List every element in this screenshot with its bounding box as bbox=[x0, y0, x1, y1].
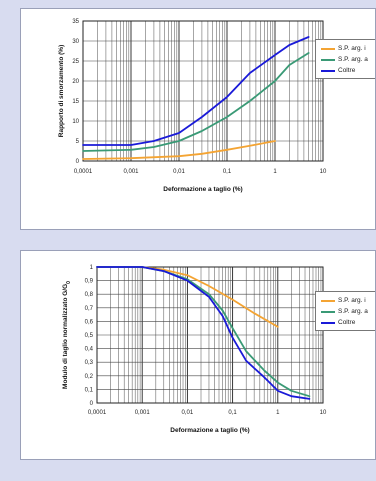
y-tick-label: 0,6 bbox=[85, 319, 94, 325]
x-tick-label: 0,0001 bbox=[88, 410, 107, 416]
x-tick-label: 1 bbox=[273, 169, 277, 175]
legend-swatch bbox=[321, 310, 335, 313]
y-tick-label: 0,9 bbox=[85, 279, 94, 285]
grid bbox=[96, 266, 324, 404]
y-tick-label: 5 bbox=[76, 139, 80, 145]
y-tick-label: 35 bbox=[72, 19, 79, 25]
shear-modulus-chart: 0 0,1 0,2 0,3 0,4 0,5 0,6 0,7 0,8 0,9 1 0,0001 0,001… bbox=[62, 265, 327, 434]
y-axis-title-subscript: 0 bbox=[66, 281, 72, 284]
y-tick-label: 20 bbox=[72, 79, 79, 85]
y-tick-label: 1 bbox=[90, 265, 94, 271]
legend-swatch bbox=[321, 299, 335, 302]
legend-swatch bbox=[321, 58, 335, 61]
damping-ratio-chart: 0 5 10 15 20 25 30 35 0,0001 0,001 0,01 0,1 1 10 Defor… bbox=[58, 19, 327, 193]
y-tick-label: 0,3 bbox=[85, 360, 94, 366]
legend-item: S.P. arg. a bbox=[321, 54, 375, 65]
x-tick-label: 0,001 bbox=[123, 169, 139, 175]
x-tick-label: 0,001 bbox=[135, 410, 151, 416]
y-tick-label: 30 bbox=[72, 39, 79, 45]
legend-label: Coltre bbox=[338, 67, 356, 74]
plot-frame bbox=[82, 20, 324, 162]
shear-modulus-chart-panel: 0 0,1 0,2 0,3 0,4 0,5 0,6 0,7 0,8 0,9 1 0,0001 0,001… bbox=[20, 250, 376, 460]
legend-label: S.P. arg. i bbox=[338, 297, 366, 304]
series-line bbox=[82, 140, 276, 160]
legend-item: S.P. arg. i bbox=[321, 43, 375, 54]
legend-item: Coltre bbox=[321, 317, 375, 328]
series-line bbox=[82, 52, 310, 152]
y-tick-label: 0,1 bbox=[85, 387, 94, 393]
legend-swatch bbox=[321, 321, 335, 324]
chart-legend: S.P. arg. i S.P. arg. a Coltre bbox=[315, 291, 375, 331]
series-line bbox=[96, 266, 311, 400]
y-tick-label: 15 bbox=[72, 99, 79, 105]
y-axis-title: Rapporto di smorzamento (%) bbox=[58, 45, 65, 137]
x-tick-label: 0,1 bbox=[228, 410, 237, 416]
legend-item: Coltre bbox=[321, 65, 375, 76]
y-tick-label: 0,5 bbox=[85, 333, 94, 339]
x-tick-label: 0,01 bbox=[182, 410, 194, 416]
y-tick-label: 0 bbox=[76, 159, 80, 165]
x-tick-label: 0,1 bbox=[223, 169, 232, 175]
y-axis-title: Modulo di taglio normalizzato G/G0 bbox=[62, 281, 72, 389]
legend-swatch bbox=[321, 47, 335, 50]
y-tick-label: 10 bbox=[72, 119, 79, 125]
y-tick-label: 0,8 bbox=[85, 292, 94, 298]
legend-item: S.P. arg. i bbox=[321, 295, 375, 306]
y-tick-label: 25 bbox=[72, 59, 79, 65]
y-tick-label: 0 bbox=[90, 401, 94, 407]
legend-swatch bbox=[321, 69, 335, 72]
chart-legend: S.P. arg. i S.P. arg. a Coltre bbox=[315, 39, 375, 79]
legend-item: S.P. arg. a bbox=[321, 306, 375, 317]
x-tick-label: 10 bbox=[320, 169, 327, 175]
x-tick-label: 1 bbox=[276, 410, 280, 416]
legend-label: S.P. arg. i bbox=[338, 45, 366, 52]
y-tick-label: 0,2 bbox=[85, 374, 94, 380]
x-axis-title: Deformazione a taglio (%) bbox=[163, 186, 242, 193]
legend-label: S.P. arg. a bbox=[338, 56, 368, 63]
x-tick-label: 10 bbox=[320, 410, 327, 416]
legend-label: S.P. arg. a bbox=[338, 308, 368, 315]
series-line bbox=[82, 36, 310, 146]
damping-chart-panel: 0 5 10 15 20 25 30 35 0,0001 0,001 0,01 0,1 1 10 Defor… bbox=[20, 8, 376, 230]
y-tick-label: 0,7 bbox=[85, 306, 94, 312]
y-tick-label: 0,4 bbox=[85, 347, 94, 353]
grid bbox=[82, 20, 324, 162]
x-tick-label: 0,01 bbox=[173, 169, 185, 175]
x-tick-label: 0,0001 bbox=[74, 169, 93, 175]
plot-area bbox=[83, 21, 323, 161]
x-axis-title: Deformazione a taglio (%) bbox=[170, 427, 249, 434]
plot-frame bbox=[96, 266, 324, 404]
legend-label: Coltre bbox=[338, 319, 356, 326]
